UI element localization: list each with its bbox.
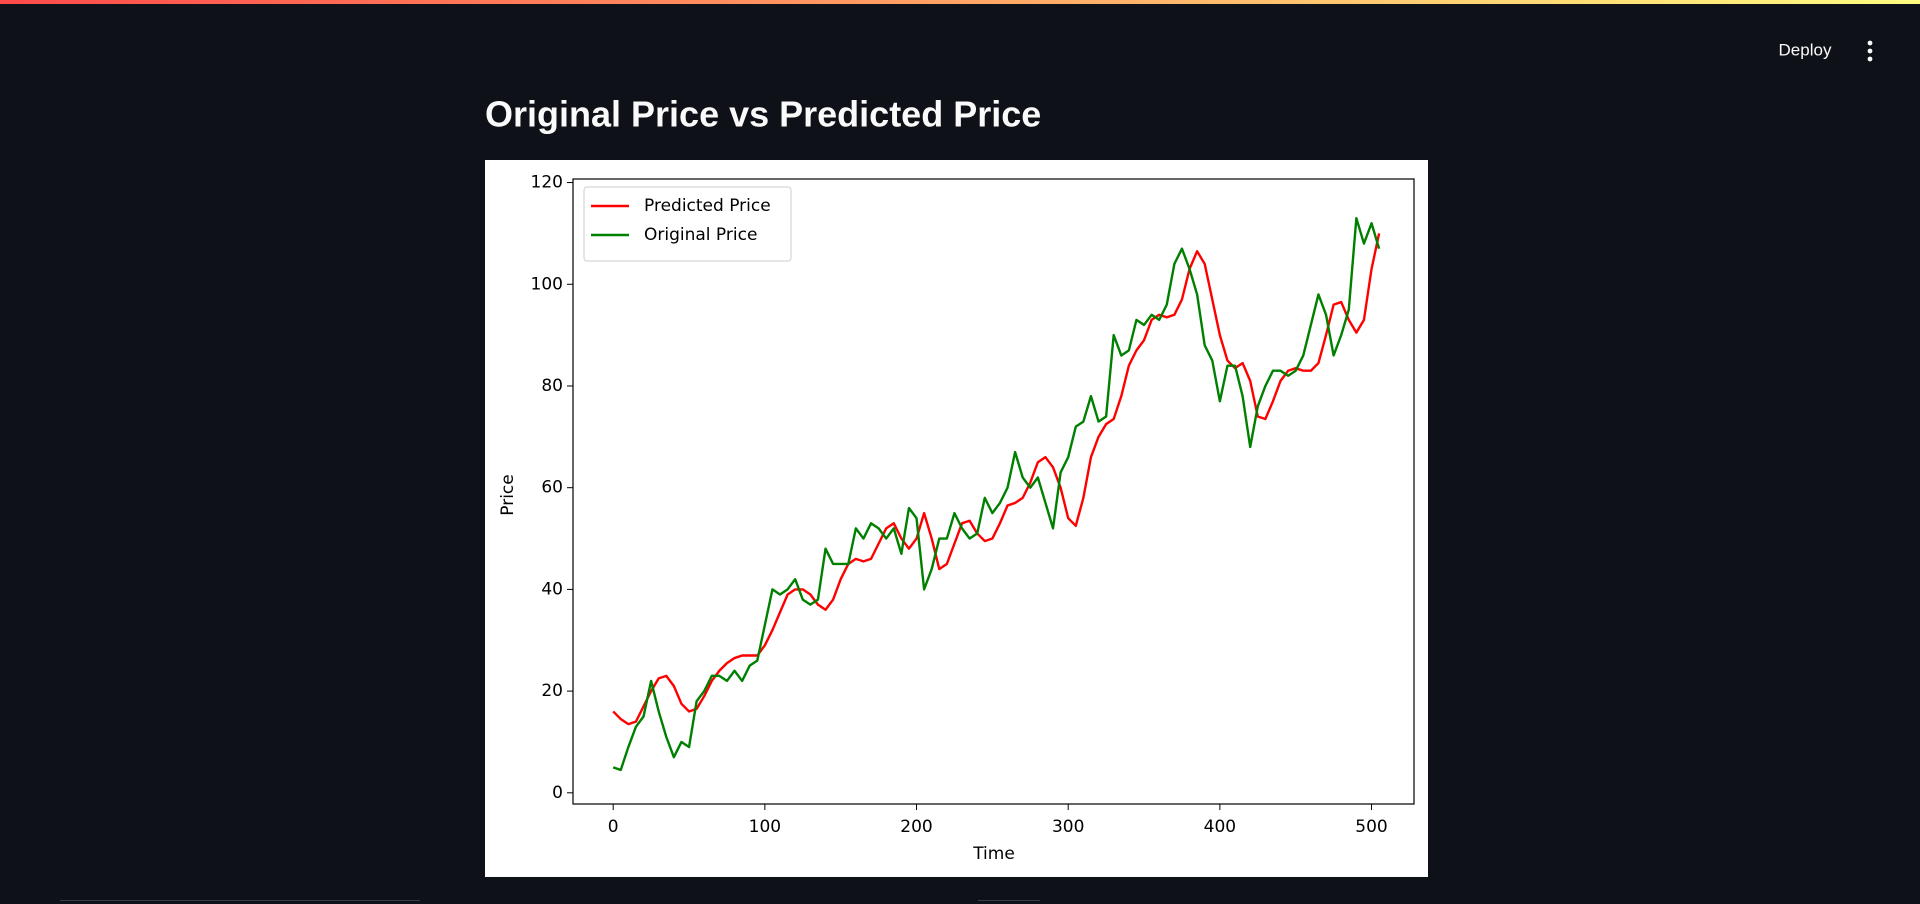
divider — [60, 900, 420, 901]
axes-frame — [572, 178, 1415, 805]
y-axis-label: Price — [498, 474, 518, 515]
deploy-button[interactable]: Deploy — [1779, 40, 1832, 59]
page-title: Original Price vs Predicted Price — [485, 94, 1041, 135]
divider — [978, 900, 1040, 901]
y-tick-label: 60 — [541, 478, 563, 498]
main-menu[interactable] — [1867, 40, 1873, 62]
y-tick-label: 20 — [541, 681, 563, 701]
plot: 0 100 200 300 400 500 0 20 40 60 80 100 120 Predicted… — [531, 173, 1388, 837]
series-line — [612, 233, 1381, 726]
x-tick-label: 300 — [1052, 817, 1084, 837]
legend-label: Predicted Price — [644, 196, 771, 216]
y-tick-label: 120 — [531, 173, 563, 193]
series-line — [612, 216, 1381, 772]
x-axis-label: Time — [972, 844, 1015, 864]
y-tick-label: 80 — [541, 376, 563, 396]
legend-label: Original Price — [644, 225, 757, 245]
y-tick-label: 40 — [541, 579, 563, 599]
legend: Predicted Price Original Price — [583, 186, 792, 262]
x-tick-label: 500 — [1355, 817, 1387, 837]
y-tick-label: 0 — [552, 783, 563, 803]
x-tick-label: 100 — [749, 817, 781, 837]
y-tick-label: 100 — [531, 274, 563, 294]
x-tick-label: 0 — [608, 817, 619, 837]
decoration-bar — [0, 0, 1920, 4]
x-tick-label: 400 — [1204, 817, 1236, 837]
legend-frame — [583, 186, 792, 262]
x-tick-label: 200 — [900, 817, 932, 837]
